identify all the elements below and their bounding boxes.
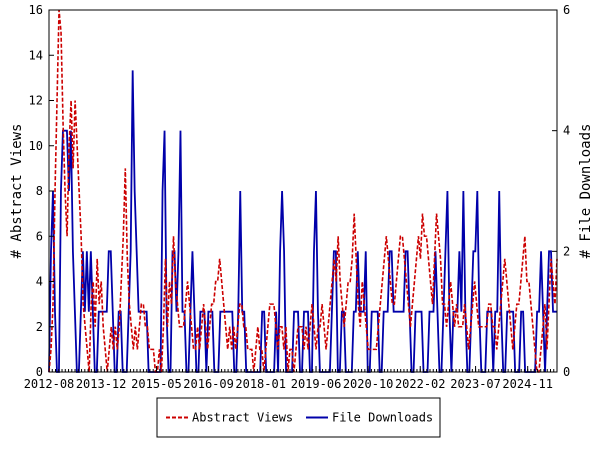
left-axis-tick-label: 16	[29, 3, 43, 17]
x-axis-tick-label: 2013-12	[76, 377, 127, 391]
right-axis-tick-label: 0	[563, 365, 570, 379]
x-axis-tick-label: 2016-09	[183, 377, 234, 391]
y-axis-right-title: # File Downloads	[578, 124, 594, 259]
right-axis-tick-label: 4	[563, 124, 570, 138]
left-axis-tick-label: 10	[29, 139, 43, 153]
left-axis-tick-label: 0	[36, 365, 43, 379]
x-axis-tick-label: 2020-10	[343, 377, 394, 391]
left-axis-tick-label: 8	[36, 184, 43, 198]
left-axis-tick-label: 4	[36, 275, 43, 289]
left-axis-tick-label: 6	[36, 229, 43, 243]
left-axis-tick-label: 14	[29, 48, 43, 62]
left-axis-tick-label: 2	[36, 320, 43, 334]
legend-box	[156, 397, 441, 438]
series-layer	[48, 9, 558, 373]
x-axis-tick-label: 2022-02	[395, 377, 446, 391]
right-axis: 0 2 4 6	[552, 3, 570, 379]
legend-label-file-downloads: File Downloads	[332, 411, 433, 425]
x-axis-tick-label: 2019-06	[291, 377, 342, 391]
right-axis-tick-label: 6	[563, 3, 570, 17]
x-axis-tick-label: 2012-08	[24, 377, 75, 391]
x-axis-tick-label: 2015-05	[131, 377, 182, 391]
minor-ticks	[48, 369, 558, 372]
left-axis: 0 2 4 6 8 10 12 14 16	[29, 3, 54, 379]
x-axis-tick-label: 2024-11	[502, 377, 553, 391]
bottom-axis: 2012-08 2013-12 2015-05 2016-09 2018-01 2019-…	[24, 366, 553, 391]
x-axis-tick-label: 2018-01	[235, 377, 286, 391]
x-axis-tick-label: 2023-07	[450, 377, 501, 391]
series-line-abstract-views	[48, 9, 558, 373]
legend-label-abstract-views: Abstract Views	[192, 411, 293, 425]
legend: Abstract Views File Downloads	[156, 397, 441, 438]
right-axis-tick-label: 2	[563, 244, 570, 258]
left-axis-tick-label: 12	[29, 94, 43, 108]
y-axis-left-title: # Abstract Views	[9, 124, 25, 259]
